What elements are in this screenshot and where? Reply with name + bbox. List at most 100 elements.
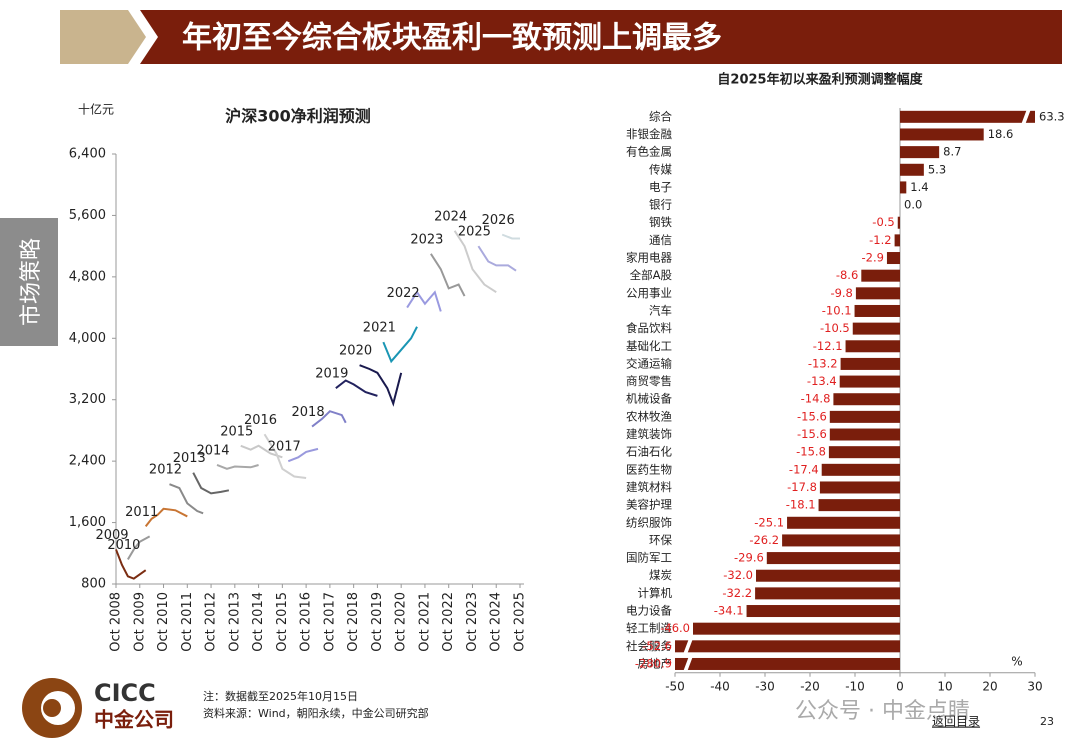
series-label: 2020 xyxy=(339,344,372,359)
bar xyxy=(900,146,940,159)
bar xyxy=(818,499,900,512)
value-label: -0.5 xyxy=(872,215,894,229)
category-label: 医药生物 xyxy=(626,462,672,476)
bar xyxy=(756,569,900,582)
x-tick-label: Oct 2021 xyxy=(417,592,432,652)
x-tick-label: 30 xyxy=(1027,679,1042,693)
value-label: -280.9 xyxy=(635,656,672,670)
series-label: 2024 xyxy=(434,209,467,224)
value-label: -13.4 xyxy=(807,374,837,388)
x-tick-label: -30 xyxy=(755,679,775,693)
category-label: 食品饮料 xyxy=(626,321,672,335)
y-tick-label: 1,600 xyxy=(69,515,106,530)
right-chart: -50 -40 -30 -20 -10 0 10 20 30 综合 63.3 非银金融 18.6 有色金属… xyxy=(626,108,1065,693)
x-tick-label: -50 xyxy=(665,679,685,693)
series-label: 2022 xyxy=(387,286,420,301)
bar-area xyxy=(675,110,1035,670)
category-label: 公用事业 xyxy=(626,286,672,300)
x-unit: % xyxy=(1011,655,1022,669)
series-label: 2026 xyxy=(482,213,515,228)
forecast-line xyxy=(477,245,517,272)
logo-text: CICC xyxy=(94,679,156,707)
x-tick-label: Oct 2022 xyxy=(441,592,456,652)
value-label: -34.1 xyxy=(714,604,744,618)
forecast-line xyxy=(335,379,378,397)
header-band xyxy=(140,10,1062,64)
y-tick-label: 2,400 xyxy=(69,454,106,469)
bar xyxy=(782,534,900,547)
forecast-line xyxy=(311,410,347,428)
value-label: -10.1 xyxy=(822,303,852,317)
x-tick-label: -10 xyxy=(845,679,865,693)
bar xyxy=(894,234,900,247)
value-label: -15.6 xyxy=(797,427,827,441)
category-label: 全部A股 xyxy=(630,268,673,282)
category-label: 钢铁 xyxy=(649,215,672,229)
forecast-line xyxy=(240,444,283,459)
x-tick-label: 10 xyxy=(937,679,952,693)
series-label: 2012 xyxy=(149,463,182,478)
bar xyxy=(900,181,907,194)
axis-break xyxy=(683,655,693,672)
forecast-line xyxy=(453,230,497,294)
bar xyxy=(886,252,900,265)
value-label: 63.3 xyxy=(1039,109,1065,123)
x-tick-label: Oct 2010 xyxy=(156,592,171,652)
bar xyxy=(693,622,900,635)
category-label: 商贸零售 xyxy=(626,374,672,388)
category-label: 房地产 xyxy=(638,656,673,670)
series-label: 2017 xyxy=(268,440,301,455)
forecast-line xyxy=(263,433,307,480)
category-label: 社会服务 xyxy=(626,639,672,653)
axis-break xyxy=(1021,108,1031,125)
forecast-line xyxy=(169,483,204,515)
value-label: -10.5 xyxy=(820,321,850,335)
category-label: 电子 xyxy=(649,180,672,194)
category-label: 汽车 xyxy=(649,303,672,317)
bar xyxy=(675,640,900,653)
x-tick-label: Oct 2013 xyxy=(227,592,242,652)
value-label: 8.7 xyxy=(943,145,961,159)
back-link[interactable]: 返回目录 xyxy=(932,715,980,729)
category-label: 综合 xyxy=(649,109,672,123)
y-tick-label: 6,400 xyxy=(69,147,106,162)
forecast-line xyxy=(501,233,520,240)
series-label: 2010 xyxy=(107,538,140,553)
forecast-line xyxy=(287,447,319,463)
series-label: 2025 xyxy=(458,225,491,240)
value-label: -15.6 xyxy=(797,409,827,423)
category-label: 煤炭 xyxy=(649,568,672,582)
bar xyxy=(766,552,900,565)
x-tick-label: Oct 2016 xyxy=(299,592,314,652)
bar xyxy=(855,287,900,300)
page-number: 23 xyxy=(1040,715,1054,728)
axis-break xyxy=(683,638,693,655)
forecast-line xyxy=(192,472,230,495)
series-label: 2021 xyxy=(363,321,396,336)
side-tab-label: 市场策略 xyxy=(19,238,44,326)
y-tick-label: 4,800 xyxy=(69,269,106,284)
value-label: -46.0 xyxy=(660,621,690,635)
footnote: 注：数据截至2025年10月15日 xyxy=(203,689,358,703)
header-accent xyxy=(60,10,146,64)
category-label: 农林牧渔 xyxy=(626,409,672,423)
value-label: -8.6 xyxy=(836,268,858,282)
source-note: 资料来源：Wind，朝阳永续，中金公司研究部 xyxy=(203,706,429,720)
category-label: 家用电器 xyxy=(626,251,672,265)
x-tick-label: Oct 2015 xyxy=(275,592,290,652)
forecast-line xyxy=(359,364,403,407)
value-label: -26.2 xyxy=(749,533,779,547)
bar xyxy=(787,516,900,529)
logo-mark-core xyxy=(43,699,61,717)
value-label: -32.0 xyxy=(723,568,753,582)
y-tick-label: 4,000 xyxy=(69,331,106,346)
series-label: 2009 xyxy=(95,528,128,543)
value-label: -9.8 xyxy=(830,286,852,300)
x-tick-label: Oct 2023 xyxy=(465,592,480,652)
x-tick-label: -20 xyxy=(800,679,820,693)
slide-title: 年初至今综合板块盈利一致预测上调最多 xyxy=(182,21,722,56)
value-label: 1.4 xyxy=(910,180,928,194)
y-tick-label: 3,200 xyxy=(69,392,106,407)
value-label: -18.1 xyxy=(786,498,816,512)
